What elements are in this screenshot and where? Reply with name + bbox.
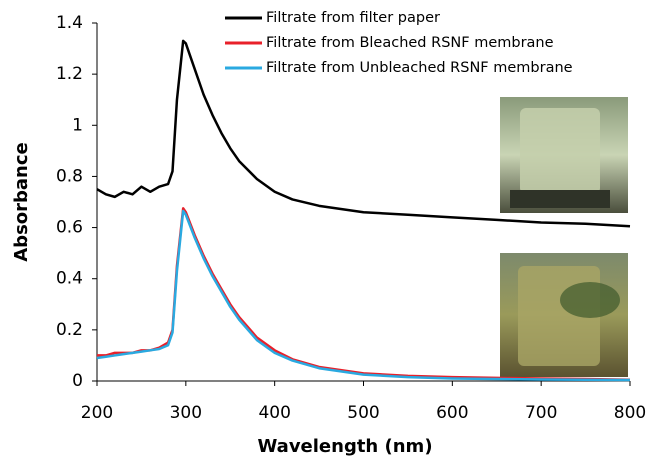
y-tick-label: 0.2 [56, 320, 83, 340]
y-tick-label: 1 [72, 115, 83, 135]
x-tick-label: 200 [81, 403, 113, 423]
legend-label: Filtrate from Unbleached RSNF membrane [266, 60, 573, 76]
legend-label: Filtrate from Bleached RSNF membrane [266, 35, 554, 51]
y-tick-label: 0.8 [56, 166, 83, 186]
x-tick-label: 800 [614, 403, 646, 423]
x-axis-title: Wavelength (nm) [257, 436, 432, 457]
y-tick-label: 1.2 [56, 64, 83, 84]
y-tick-label: 0.6 [56, 218, 83, 238]
y-tick-label: 1.4 [56, 13, 83, 33]
y-tick-label: 0 [72, 371, 83, 391]
photo-bottom [500, 253, 628, 377]
y-axis-title: Absorbance [11, 142, 32, 262]
x-tick-label: 600 [436, 403, 468, 423]
x-tick-label: 300 [170, 403, 202, 423]
x-tick-label: 700 [525, 403, 557, 423]
data-line [96, 209, 631, 382]
x-tick-label: 400 [258, 403, 290, 423]
x-tick-label: 500 [347, 403, 379, 423]
legend-label: Filtrate from filter paper [266, 10, 440, 26]
data-line [96, 39, 631, 228]
y-tick-label: 0.4 [56, 269, 83, 289]
photo-top [500, 97, 628, 213]
